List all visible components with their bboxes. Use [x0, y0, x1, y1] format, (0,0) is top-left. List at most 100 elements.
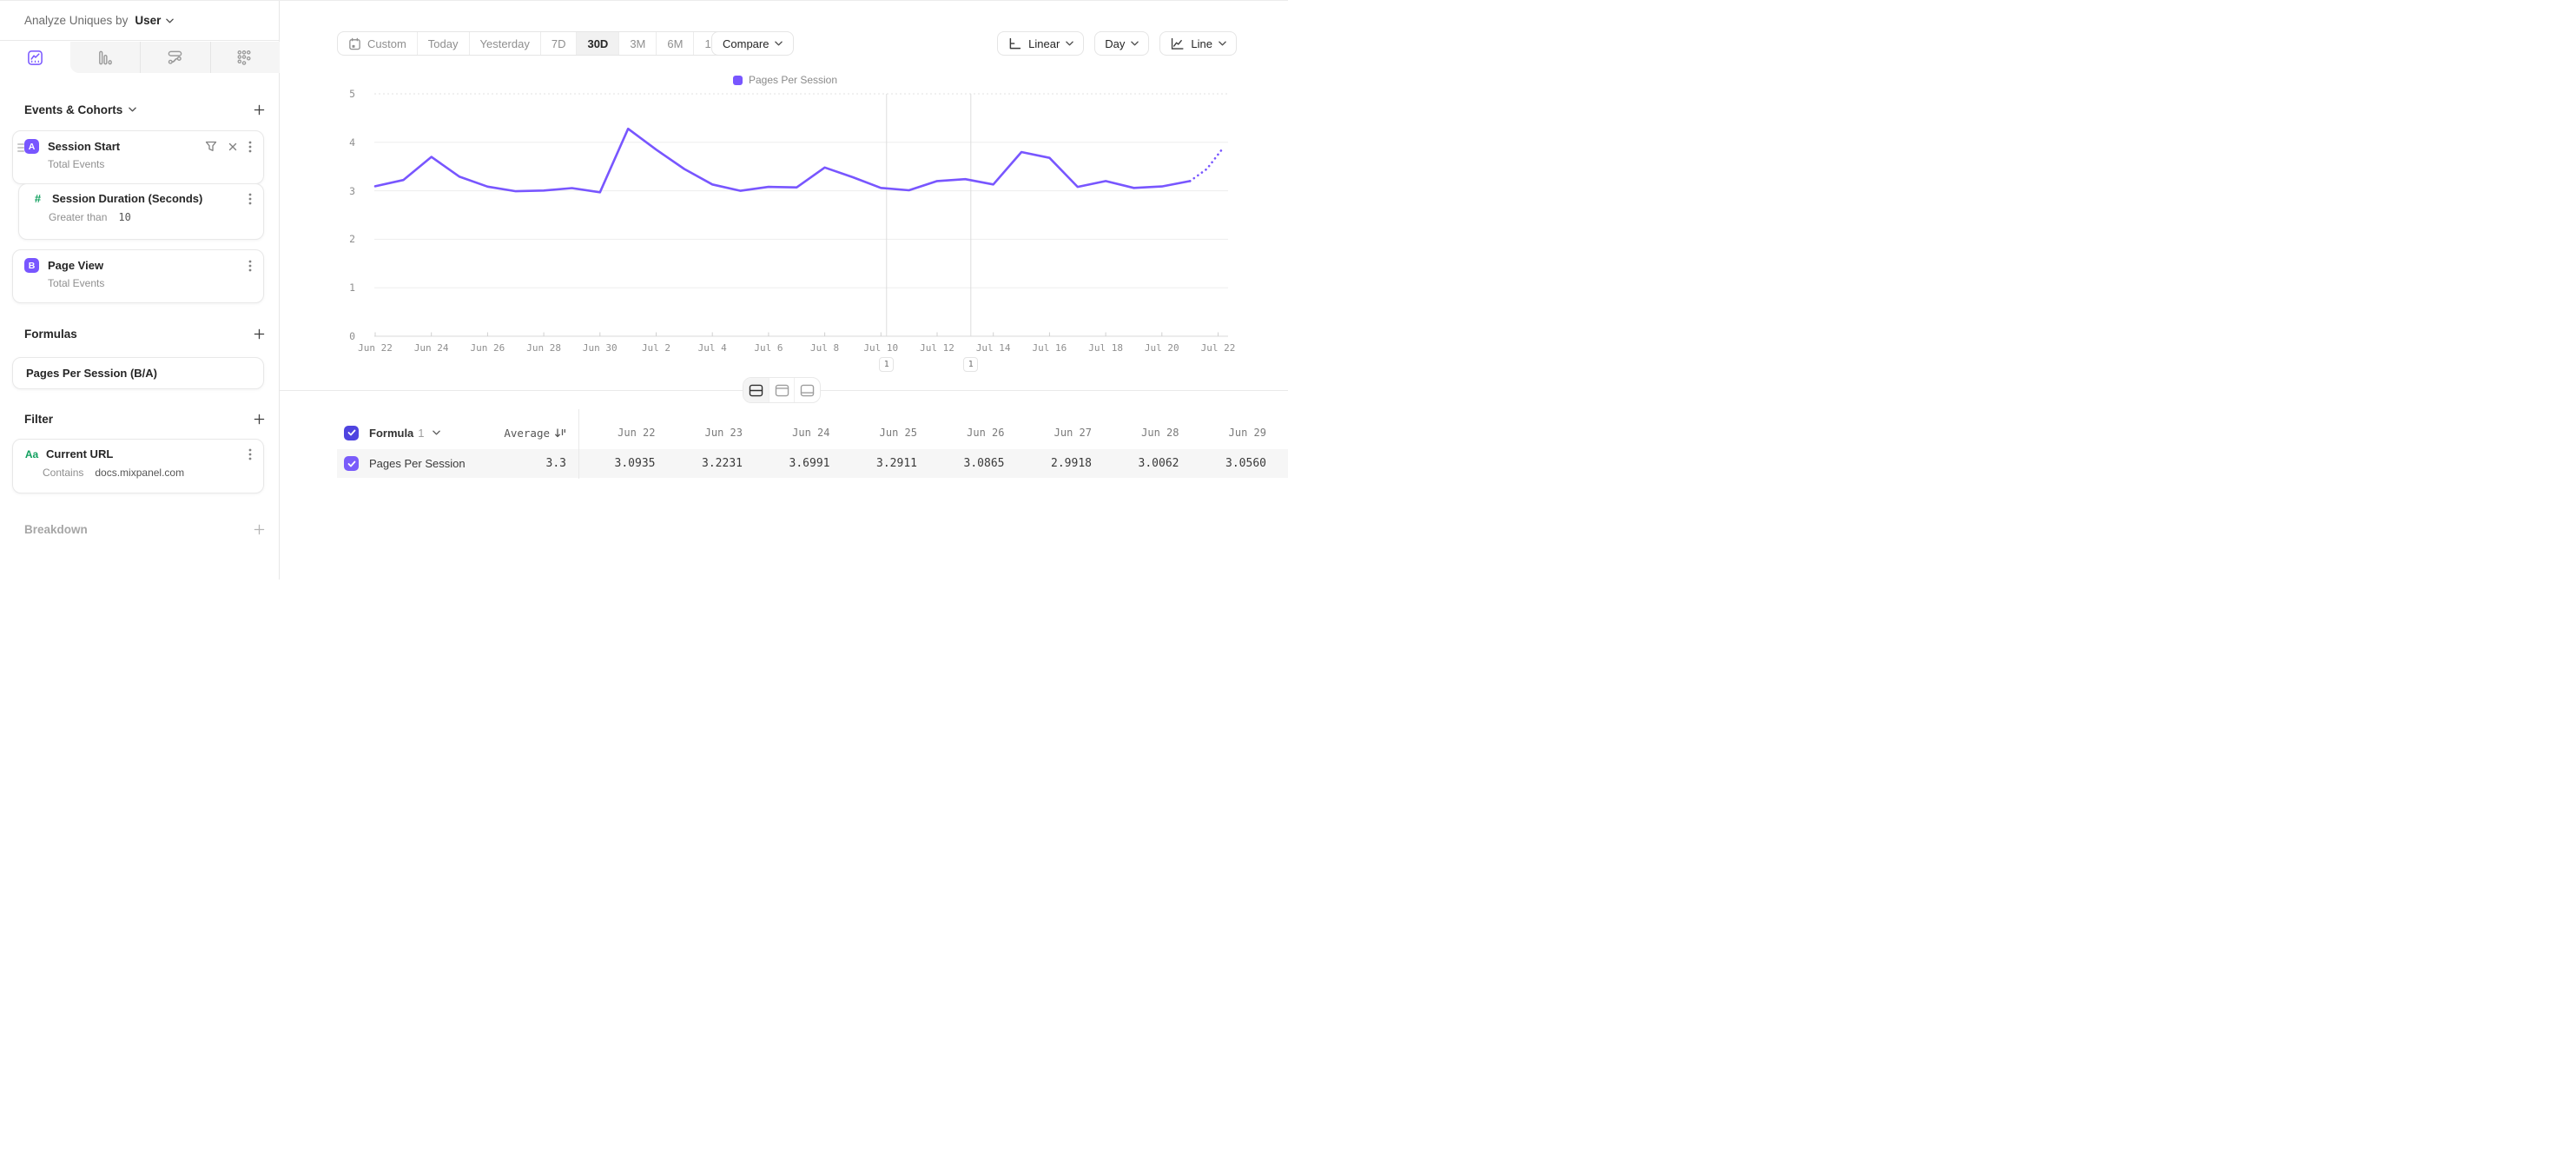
view-toggle: [743, 377, 821, 403]
range-30d[interactable]: 30D: [576, 32, 619, 55]
plus-icon: [254, 104, 265, 116]
formulas-section-header: Formulas: [24, 325, 265, 342]
row-label: Pages Per Session: [369, 457, 466, 470]
interval-dropdown[interactable]: Day: [1094, 31, 1150, 56]
compare-label: Compare: [723, 36, 769, 50]
chart-type-label: Line: [1191, 36, 1212, 50]
average-column-header[interactable]: Average: [441, 427, 578, 440]
formulas-section-title: Formulas: [24, 327, 77, 341]
kebab-menu-icon[interactable]: [248, 448, 252, 460]
x-axis-label: Jul 16: [1032, 342, 1067, 354]
row-checkbox[interactable]: [344, 456, 359, 471]
range-7d[interactable]: 7D: [539, 32, 577, 55]
average-value-cell: 3.3: [441, 457, 578, 470]
event-card-a[interactable]: A Session Start Total Events: [12, 130, 264, 184]
filter-card[interactable]: Aa Current URL Contains docs.mixpanel.co…: [12, 439, 264, 493]
table-cell-value: 3.0935: [614, 457, 656, 470]
view-toggle-split[interactable]: [743, 378, 769, 402]
add-event-button[interactable]: [254, 104, 265, 116]
add-filter-button[interactable]: [254, 414, 265, 425]
x-axis-label: Jul 18: [1088, 342, 1123, 354]
event-title[interactable]: Session Start: [48, 140, 121, 153]
range-3m[interactable]: 3M: [618, 32, 656, 55]
series-label: Formula: [369, 426, 414, 440]
filter-title[interactable]: Current URL: [46, 447, 114, 460]
chevron-down-icon: [1131, 41, 1139, 46]
plus-icon: [254, 524, 265, 535]
x-axis-label: Jul 22: [1200, 342, 1236, 354]
table-data-row: Pages Per Session 3.3 3.0935 3.2231 3.6991…: [337, 449, 1288, 478]
breakdown-section-title: Breakdown: [24, 522, 88, 536]
event-card-b[interactable]: B Page View Total Events: [12, 249, 264, 303]
formula-name[interactable]: Pages Per Session (B/A): [26, 367, 157, 380]
y-axis-label: 4: [349, 136, 355, 149]
annotation-marker[interactable]: 1: [879, 357, 895, 372]
tab-retention[interactable]: [210, 42, 281, 73]
y-axis-labels: 0 1 2 3 4 5: [326, 88, 359, 348]
kebab-menu-icon[interactable]: [248, 193, 252, 205]
kebab-menu-icon[interactable]: [248, 141, 252, 153]
event-measure-dropdown[interactable]: Total Events: [48, 277, 105, 289]
average-label: Average: [504, 426, 550, 440]
tab-flows[interactable]: [140, 42, 210, 73]
x-axis-label: Jul 12: [920, 342, 954, 354]
select-all-checkbox[interactable]: [344, 425, 359, 440]
remove-icon[interactable]: [228, 142, 237, 151]
chart-type-dropdown[interactable]: Line: [1159, 31, 1237, 56]
event-property-filter-card[interactable]: # Session Duration (Seconds) Greater tha…: [18, 183, 264, 240]
chart-plot-area[interactable]: [362, 88, 1251, 348]
line-chart: Pages Per Session 0 1 2 3 4 5 Jun 22 Jun 24 Jun…: [349, 74, 1257, 376]
range-today[interactable]: Today: [416, 32, 469, 55]
filter-icon[interactable]: [205, 141, 217, 152]
add-breakdown-button[interactable]: [254, 524, 265, 535]
series-dropdown[interactable]: Formula 1: [369, 427, 440, 440]
y-scale-dropdown[interactable]: Linear: [997, 31, 1085, 56]
filter-section-title: Filter: [24, 412, 54, 426]
event-measure-dropdown[interactable]: Total Events: [48, 158, 105, 170]
drag-handle-icon[interactable]: [17, 143, 24, 152]
view-toggle-table-only[interactable]: [794, 378, 820, 402]
legend-swatch: [732, 75, 743, 85]
annotation-marker[interactable]: 1: [963, 357, 979, 372]
series-number: 1: [418, 426, 425, 440]
event-title[interactable]: Page View: [48, 259, 104, 272]
filter-operator-dropdown[interactable]: Greater than: [49, 211, 108, 223]
mixpanel-insights-report: Analyze Uniques by User: [0, 0, 1288, 580]
chevron-down-icon: [166, 18, 174, 23]
range-6m[interactable]: 6M: [656, 32, 693, 55]
chart-only-view-icon: [775, 384, 789, 397]
view-toggle-chart-only[interactable]: [768, 378, 795, 402]
y-axis-label: 0: [349, 330, 355, 342]
filter-value-input[interactable]: 10: [118, 211, 131, 223]
analyze-label: Analyze Uniques by: [24, 14, 129, 27]
tab-bar-chart[interactable]: [70, 42, 141, 73]
events-section-dropdown[interactable]: Events & Cohorts: [24, 103, 136, 116]
tab-insights[interactable]: [0, 42, 70, 73]
retention-grid-icon: [236, 50, 253, 66]
x-axis-label: Jun 26: [470, 342, 505, 354]
table-column-header: Jun 29: [1228, 427, 1266, 439]
query-builder-sidebar: Analyze Uniques by User: [0, 1, 280, 580]
y-axis-label: 3: [349, 184, 355, 197]
chevron-down-icon: [1219, 41, 1226, 46]
table-cell-value: 3.2911: [876, 457, 917, 470]
text-property-icon: Aa: [24, 447, 39, 460]
range-custom[interactable]: Custom: [338, 32, 417, 55]
table-cell-value: 2.9918: [1051, 457, 1092, 470]
filter-operator-dropdown[interactable]: Contains: [43, 467, 84, 479]
x-axis-label: Jun 24: [413, 342, 449, 354]
x-axis-label: Jul 2: [641, 342, 671, 354]
chevron-down-icon: [129, 107, 136, 112]
kebab-menu-icon[interactable]: [248, 260, 252, 272]
analyze-by-dropdown[interactable]: User: [135, 14, 174, 27]
flows-icon: [167, 50, 183, 66]
date-range-control: Custom Today Yesterday 7D 30D 3M 6M 12M: [337, 31, 738, 56]
filter-value[interactable]: docs.mixpanel.com: [95, 467, 185, 479]
formula-card[interactable]: Pages Per Session (B/A): [12, 357, 264, 389]
compare-button[interactable]: Compare: [711, 31, 795, 56]
check-icon: [347, 429, 356, 436]
range-yesterday[interactable]: Yesterday: [468, 32, 540, 55]
add-formula-button[interactable]: [254, 328, 265, 340]
y-scale-label: Linear: [1028, 36, 1060, 50]
property-filter-title[interactable]: Session Duration (Seconds): [52, 192, 203, 205]
